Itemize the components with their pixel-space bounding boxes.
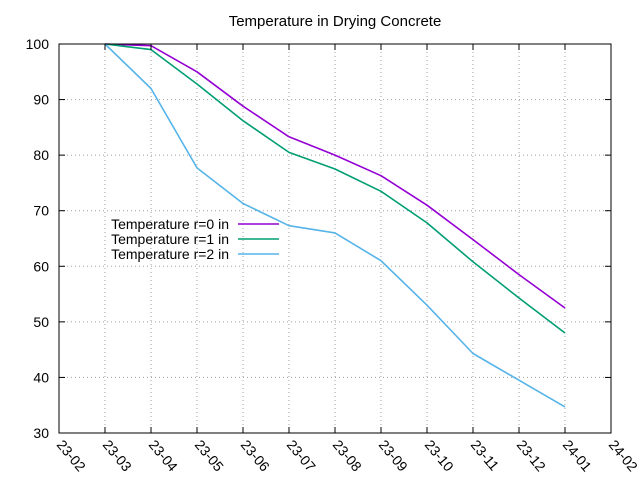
y-tick-label: 90 bbox=[33, 92, 49, 108]
series-line-3 bbox=[104, 43, 566, 408]
chart-title: Temperature in Drying Concrete bbox=[229, 13, 442, 30]
legend-label: Temperature r=0 in bbox=[111, 216, 229, 232]
series-lines bbox=[104, 43, 566, 408]
series-line-1 bbox=[104, 43, 566, 309]
y-tick-label: 40 bbox=[33, 369, 49, 385]
y-tick-label: 100 bbox=[26, 36, 50, 52]
y-tick-label: 80 bbox=[33, 147, 49, 163]
y-tick-label: 60 bbox=[33, 258, 49, 274]
y-tick-label: 50 bbox=[33, 314, 49, 330]
legend-label: Temperature r=2 in bbox=[111, 246, 229, 262]
y-tick-label: 70 bbox=[33, 203, 49, 219]
series-line-2 bbox=[104, 43, 566, 334]
legend-label: Temperature r=1 in bbox=[111, 231, 229, 247]
y-tick-label: 30 bbox=[33, 425, 49, 441]
